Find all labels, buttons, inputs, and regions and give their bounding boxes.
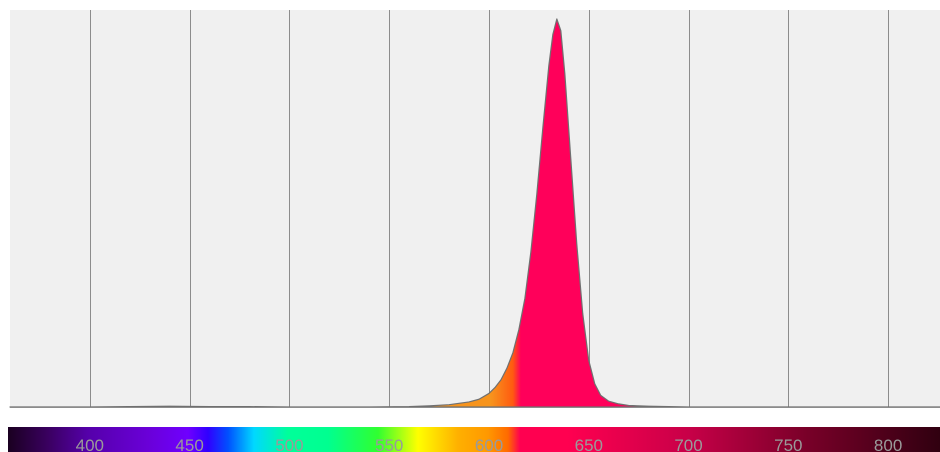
x-axis-tick-labels: 400 450 500 550 600 650 700 750 800	[76, 436, 903, 452]
plot-background	[10, 10, 940, 407]
tick-label-750: 750	[774, 436, 802, 452]
wavelength-colorbar	[8, 427, 940, 452]
tick-label-500: 500	[275, 436, 303, 452]
tick-label-800: 800	[874, 436, 902, 452]
grid-lines	[90, 10, 889, 407]
tick-label-400: 400	[76, 436, 104, 452]
tick-label-650: 650	[575, 436, 603, 452]
tick-label-600: 600	[475, 436, 503, 452]
tick-label-700: 700	[674, 436, 702, 452]
tick-label-450: 450	[175, 436, 203, 452]
tick-label-550: 550	[375, 436, 403, 452]
